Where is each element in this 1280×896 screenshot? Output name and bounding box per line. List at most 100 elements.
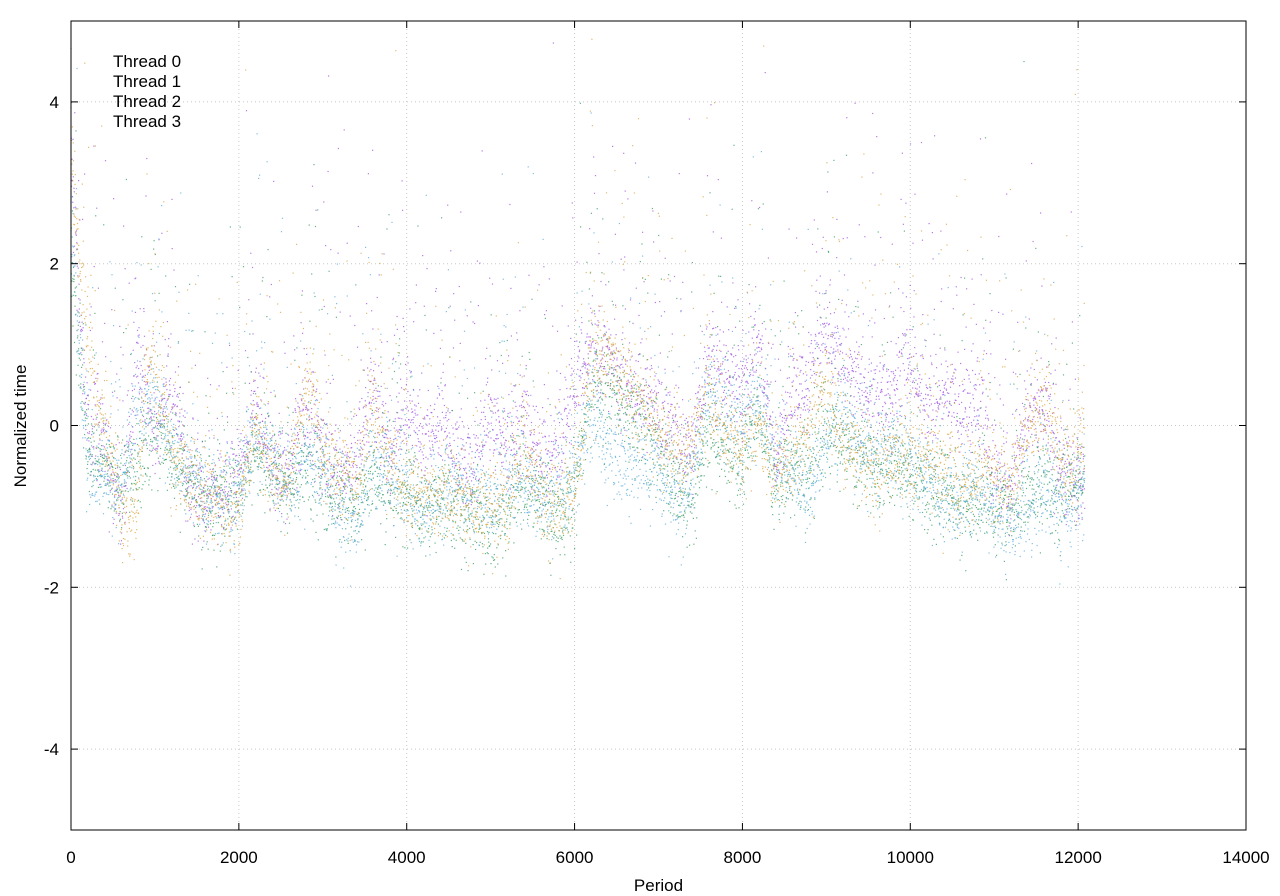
data-point bbox=[1034, 407, 1036, 409]
data-point bbox=[410, 421, 412, 423]
data-point bbox=[443, 404, 445, 407]
data-point bbox=[117, 475, 119, 477]
data-point bbox=[232, 467, 234, 469]
data-point bbox=[773, 450, 775, 452]
data-point bbox=[480, 450, 482, 452]
data-point bbox=[290, 428, 292, 430]
data-point bbox=[866, 408, 868, 410]
data-point bbox=[291, 480, 293, 482]
data-point bbox=[883, 317, 885, 320]
data-point bbox=[681, 440, 683, 442]
data-point bbox=[492, 452, 495, 454]
data-point bbox=[152, 449, 154, 451]
data-point bbox=[939, 398, 941, 400]
data-point bbox=[949, 400, 951, 402]
data-point bbox=[672, 421, 674, 424]
data-point bbox=[768, 342, 770, 344]
data-point bbox=[742, 329, 744, 331]
data-point bbox=[660, 383, 662, 385]
data-point bbox=[130, 436, 132, 438]
data-point bbox=[941, 418, 943, 420]
data-point bbox=[166, 448, 168, 450]
data-point bbox=[377, 408, 379, 410]
data-point bbox=[1074, 520, 1076, 522]
data-point bbox=[298, 406, 300, 408]
data-point bbox=[1079, 417, 1081, 419]
data-point bbox=[220, 456, 222, 458]
data-point bbox=[996, 469, 998, 471]
data-point bbox=[185, 490, 187, 492]
data-point bbox=[875, 390, 877, 392]
data-point bbox=[125, 178, 127, 181]
data-point bbox=[415, 302, 417, 304]
data-point bbox=[96, 429, 98, 431]
data-point bbox=[612, 145, 614, 147]
data-point bbox=[991, 309, 993, 312]
data-point bbox=[738, 368, 740, 370]
data-point bbox=[238, 474, 240, 476]
data-point bbox=[565, 379, 567, 381]
data-point bbox=[994, 472, 996, 474]
data-point bbox=[667, 411, 670, 413]
data-point bbox=[316, 415, 318, 417]
data-point bbox=[723, 380, 725, 382]
data-point bbox=[388, 420, 390, 422]
data-point bbox=[255, 460, 257, 462]
data-point bbox=[148, 366, 150, 368]
data-point bbox=[433, 435, 435, 437]
data-point bbox=[769, 415, 771, 417]
data-point bbox=[225, 471, 227, 473]
data-point bbox=[674, 421, 676, 423]
data-point bbox=[229, 467, 231, 469]
data-point bbox=[537, 496, 539, 498]
data-point bbox=[350, 434, 352, 436]
data-point bbox=[258, 372, 260, 374]
data-point bbox=[153, 432, 155, 434]
data-point bbox=[157, 457, 159, 459]
data-point bbox=[548, 278, 550, 280]
data-point bbox=[428, 435, 430, 437]
data-point bbox=[765, 328, 767, 330]
data-point bbox=[224, 481, 226, 483]
data-point bbox=[627, 384, 629, 386]
data-point bbox=[252, 453, 254, 456]
data-point bbox=[575, 403, 577, 405]
data-point bbox=[630, 388, 632, 390]
data-point bbox=[464, 486, 466, 488]
data-point bbox=[105, 422, 107, 424]
data-point bbox=[503, 407, 505, 410]
data-point bbox=[731, 392, 733, 394]
data-point bbox=[213, 485, 215, 487]
data-point bbox=[129, 434, 131, 436]
data-point bbox=[900, 406, 902, 408]
data-point bbox=[244, 461, 246, 463]
data-point bbox=[851, 367, 854, 369]
data-point bbox=[908, 357, 910, 359]
data-point bbox=[202, 518, 204, 520]
data-point bbox=[141, 450, 143, 452]
data-point bbox=[145, 439, 147, 441]
data-point bbox=[1039, 391, 1041, 393]
data-point bbox=[77, 275, 79, 277]
data-point bbox=[868, 358, 870, 360]
data-point bbox=[311, 494, 314, 496]
data-point bbox=[946, 407, 948, 409]
data-point bbox=[81, 321, 83, 323]
data-point bbox=[663, 450, 665, 452]
data-point bbox=[949, 386, 952, 388]
data-point bbox=[203, 487, 205, 489]
data-point bbox=[290, 464, 292, 467]
data-point bbox=[771, 437, 773, 439]
data-point bbox=[125, 490, 127, 492]
data-point bbox=[505, 446, 507, 448]
data-point bbox=[766, 398, 768, 400]
data-point bbox=[578, 350, 580, 353]
data-point bbox=[698, 386, 700, 388]
data-point bbox=[974, 416, 976, 418]
data-point bbox=[865, 390, 867, 392]
data-point bbox=[323, 305, 325, 308]
data-point bbox=[239, 448, 242, 450]
data-point bbox=[160, 432, 162, 434]
data-point bbox=[200, 500, 202, 502]
data-point bbox=[129, 440, 131, 442]
